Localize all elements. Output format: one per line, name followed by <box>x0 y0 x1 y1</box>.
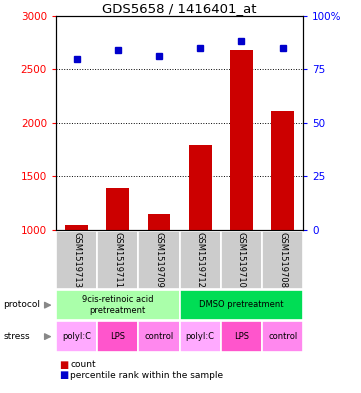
Bar <box>189 145 212 230</box>
Bar <box>97 321 138 352</box>
Text: GSM1519713: GSM1519713 <box>72 232 81 288</box>
Bar <box>262 321 303 352</box>
Title: GDS5658 / 1416401_at: GDS5658 / 1416401_at <box>103 2 257 15</box>
Text: control: control <box>268 332 297 341</box>
Text: percentile rank within the sample: percentile rank within the sample <box>70 371 223 380</box>
Bar <box>56 290 180 320</box>
Text: GSM1519710: GSM1519710 <box>237 232 246 288</box>
Bar <box>106 188 129 230</box>
Bar <box>180 321 221 352</box>
Text: 9cis-retinoic acid
pretreatment: 9cis-retinoic acid pretreatment <box>82 295 153 315</box>
Text: stress: stress <box>4 332 30 341</box>
Bar <box>180 231 221 289</box>
Bar <box>230 50 253 230</box>
Text: polyI:C: polyI:C <box>186 332 215 341</box>
Text: LPS: LPS <box>110 332 125 341</box>
Text: LPS: LPS <box>234 332 249 341</box>
Text: GSM1519709: GSM1519709 <box>155 232 164 288</box>
Text: GSM1519711: GSM1519711 <box>113 232 122 288</box>
Bar <box>271 111 294 230</box>
Text: ■: ■ <box>60 360 69 370</box>
Bar <box>180 290 303 320</box>
Bar <box>56 231 97 289</box>
Bar <box>138 321 180 352</box>
Bar <box>65 224 88 230</box>
Text: ■: ■ <box>60 370 69 380</box>
Bar <box>97 231 138 289</box>
Bar <box>221 321 262 352</box>
Bar <box>221 231 262 289</box>
Text: polyI:C: polyI:C <box>62 332 91 341</box>
Bar <box>262 231 303 289</box>
Bar <box>138 231 180 289</box>
Text: GSM1519712: GSM1519712 <box>196 232 205 288</box>
Bar <box>56 321 97 352</box>
Text: GSM1519708: GSM1519708 <box>278 232 287 288</box>
Text: protocol: protocol <box>4 301 40 309</box>
Text: count: count <box>70 360 96 369</box>
Text: DMSO pretreatment: DMSO pretreatment <box>199 301 284 309</box>
Text: control: control <box>144 332 174 341</box>
Bar <box>148 214 170 230</box>
